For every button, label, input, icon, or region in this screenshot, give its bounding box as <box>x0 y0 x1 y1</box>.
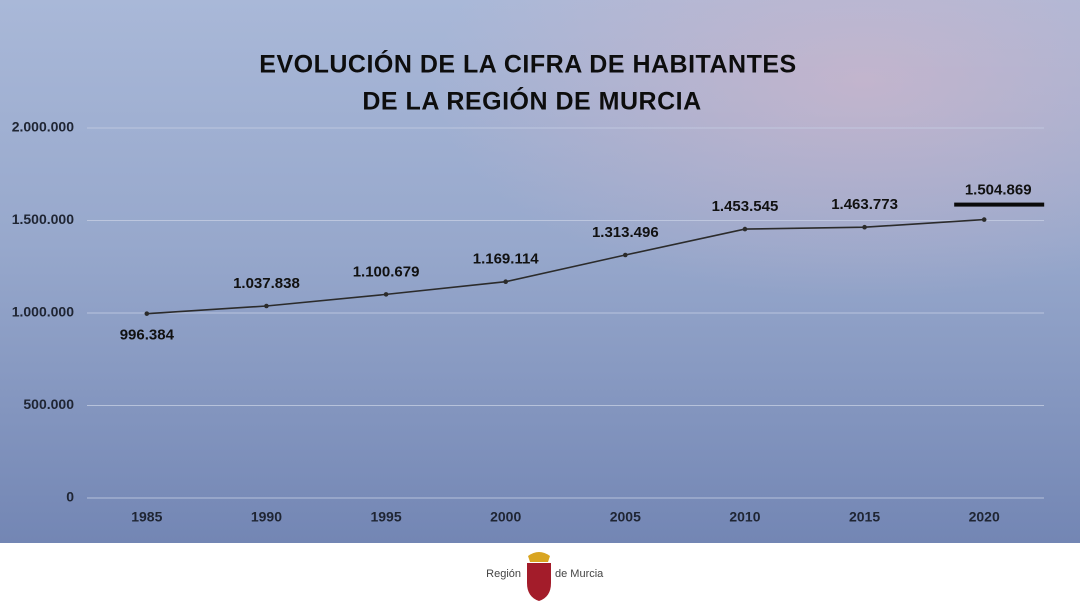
shield <box>527 563 551 601</box>
data-label: 996.384 <box>120 327 175 344</box>
footer-text: de Murcia <box>555 568 604 580</box>
x-tick-label: 2015 <box>849 509 880 525</box>
data-label: 1.504.869 <box>965 182 1032 199</box>
background-glow <box>0 0 1080 543</box>
data-label: 1.453.545 <box>712 198 779 215</box>
point <box>981 217 987 222</box>
point <box>503 279 508 285</box>
data-label: 1.463.773 <box>831 196 898 213</box>
x-tick-label: 2010 <box>729 509 760 525</box>
footer-logo: Región de Murcia <box>486 552 604 601</box>
x-tick-label: 1995 <box>370 509 401 525</box>
chart-title: DE LA REGIÓN DE MURCIA <box>362 86 701 116</box>
data-label: 1.037.838 <box>233 275 300 292</box>
y-tick-label: 2.000.000 <box>12 119 74 135</box>
y-tick-label: 1.500.000 <box>12 211 74 227</box>
y-tick-label: 1.000.000 <box>12 304 74 320</box>
x-tick-label: 2020 <box>969 509 1000 525</box>
data-label: 1.169.114 <box>473 251 540 268</box>
x-tick-label: 1990 <box>251 509 282 525</box>
point <box>144 311 150 316</box>
footer-text: Región <box>486 568 521 580</box>
line <box>146 218 985 315</box>
chart-title: EVOLUCIÓN DE LA CIFRA DE HABITANTES <box>259 49 796 79</box>
y-tick-label: 500.000 <box>23 396 74 412</box>
x-tick-label: 2000 <box>490 509 521 525</box>
y-tick-label: 0 <box>66 489 74 505</box>
x-tick-label: 1985 <box>131 509 162 525</box>
data-label: 1.100.679 <box>353 263 420 280</box>
point <box>862 224 867 230</box>
point <box>383 292 389 297</box>
label-underline <box>954 202 1045 207</box>
point <box>742 226 748 232</box>
point <box>623 252 628 258</box>
data-label: 1.313.496 <box>592 224 659 241</box>
point <box>264 303 269 309</box>
crown <box>528 552 550 562</box>
x-tick-label: 2005 <box>610 509 641 525</box>
